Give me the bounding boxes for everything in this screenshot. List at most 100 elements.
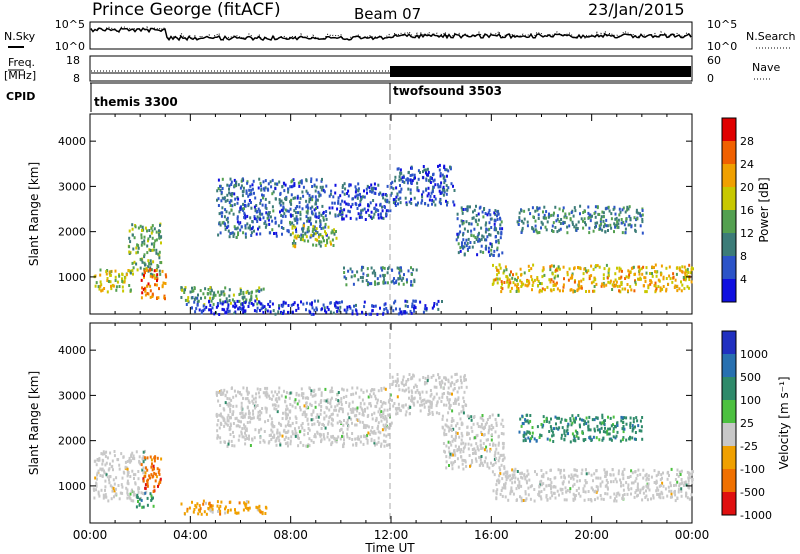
echo-cell bbox=[436, 401, 439, 405]
echo-cell bbox=[291, 231, 294, 235]
echo-cell bbox=[142, 492, 144, 495]
echo-cell bbox=[385, 434, 388, 438]
echo-cell bbox=[478, 206, 481, 210]
echo-cell bbox=[231, 298, 234, 302]
echo-cell bbox=[264, 505, 267, 509]
echo-cell bbox=[584, 221, 586, 225]
echo-cell bbox=[657, 470, 660, 474]
echo-cell bbox=[279, 443, 282, 447]
echo-cell bbox=[126, 493, 129, 496]
echo-cell bbox=[453, 387, 456, 390]
freq-tick-high: 18 bbox=[66, 54, 80, 67]
echo-cell bbox=[128, 245, 131, 249]
echo-cell bbox=[373, 439, 376, 443]
echo-cell bbox=[223, 196, 226, 200]
echo-cell bbox=[331, 238, 334, 242]
echo-cell bbox=[323, 424, 325, 427]
echo-cell bbox=[267, 218, 270, 222]
echo-cell bbox=[364, 426, 367, 429]
echo-cell bbox=[274, 312, 277, 316]
echo-cell bbox=[302, 395, 305, 399]
echo-cell bbox=[457, 396, 460, 400]
echo-cell bbox=[363, 300, 366, 304]
echo-cell bbox=[404, 310, 407, 314]
echo-cell bbox=[180, 286, 183, 290]
echo-cell bbox=[329, 398, 332, 402]
echo-cell bbox=[294, 211, 297, 215]
echo-cell bbox=[567, 278, 570, 282]
echo-cell bbox=[657, 472, 660, 476]
echo-cell bbox=[146, 484, 149, 488]
echo-cell bbox=[109, 475, 112, 479]
echo-cell bbox=[271, 192, 274, 196]
echo-cell bbox=[356, 437, 359, 441]
echo-cell bbox=[636, 419, 639, 423]
echo-cell bbox=[306, 211, 309, 215]
echo-cell bbox=[139, 257, 142, 261]
echo-cell bbox=[366, 282, 369, 286]
echo-cell bbox=[298, 205, 301, 209]
echo-cell bbox=[134, 225, 137, 229]
echo-cell bbox=[576, 479, 579, 483]
echo-cell bbox=[548, 212, 550, 216]
echo-cell bbox=[489, 213, 492, 217]
echo-cell bbox=[518, 483, 521, 487]
echo-cell bbox=[448, 450, 451, 454]
echo-cell bbox=[605, 263, 608, 267]
echo-cell bbox=[463, 241, 466, 245]
echo-cell bbox=[481, 414, 484, 417]
echo-cell bbox=[397, 202, 399, 206]
echo-cell bbox=[286, 229, 289, 233]
echo-cell bbox=[607, 280, 610, 284]
echo-cell bbox=[209, 286, 212, 290]
echo-cell bbox=[545, 228, 548, 232]
echo-cell bbox=[538, 490, 541, 494]
echo-cell bbox=[329, 390, 332, 394]
echo-cell bbox=[153, 485, 156, 489]
echo-cell bbox=[335, 398, 338, 401]
echo-cell bbox=[99, 474, 102, 477]
echo-cell bbox=[318, 432, 321, 436]
echo-cell bbox=[347, 194, 350, 198]
echo-cell bbox=[510, 486, 513, 490]
echo-cell bbox=[282, 309, 285, 313]
echo-cell bbox=[283, 438, 286, 442]
echo-cell bbox=[406, 181, 409, 185]
echo-cell bbox=[634, 431, 637, 434]
echo-cell bbox=[307, 427, 310, 430]
echo-cell bbox=[462, 246, 465, 250]
echo-cell bbox=[316, 413, 319, 417]
echo-cell bbox=[294, 427, 296, 431]
echo-cell bbox=[688, 286, 690, 290]
echo-cell bbox=[258, 286, 261, 290]
echo-cell bbox=[463, 390, 466, 394]
echo-cell bbox=[143, 492, 146, 496]
echo-cell bbox=[147, 282, 150, 286]
echo-cell bbox=[403, 180, 406, 184]
echo-cell bbox=[515, 487, 518, 491]
echo-cell bbox=[256, 416, 259, 420]
echo-cell bbox=[497, 441, 500, 445]
echo-cell bbox=[451, 429, 453, 432]
echo-cell bbox=[521, 476, 524, 480]
echo-cell bbox=[241, 296, 244, 300]
echo-cell bbox=[240, 225, 243, 229]
echo-cell bbox=[159, 230, 162, 234]
echo-cell bbox=[523, 217, 526, 221]
echo-cell bbox=[228, 299, 231, 302]
echo-cell bbox=[236, 226, 239, 230]
echo-cell bbox=[121, 273, 124, 277]
echo-cell bbox=[584, 490, 587, 494]
echo-cell bbox=[463, 400, 466, 403]
echo-cell bbox=[527, 486, 530, 490]
echo-cell bbox=[503, 465, 506, 469]
echo-cell bbox=[466, 241, 469, 245]
echo-cell bbox=[232, 395, 235, 399]
echo-cell bbox=[688, 486, 691, 490]
echo-cell bbox=[454, 401, 457, 405]
echo-cell bbox=[149, 476, 151, 480]
echo-cell bbox=[290, 214, 293, 218]
echo-cell bbox=[376, 277, 379, 281]
echo-cell bbox=[367, 413, 370, 417]
colorbar-swatch bbox=[722, 187, 736, 210]
